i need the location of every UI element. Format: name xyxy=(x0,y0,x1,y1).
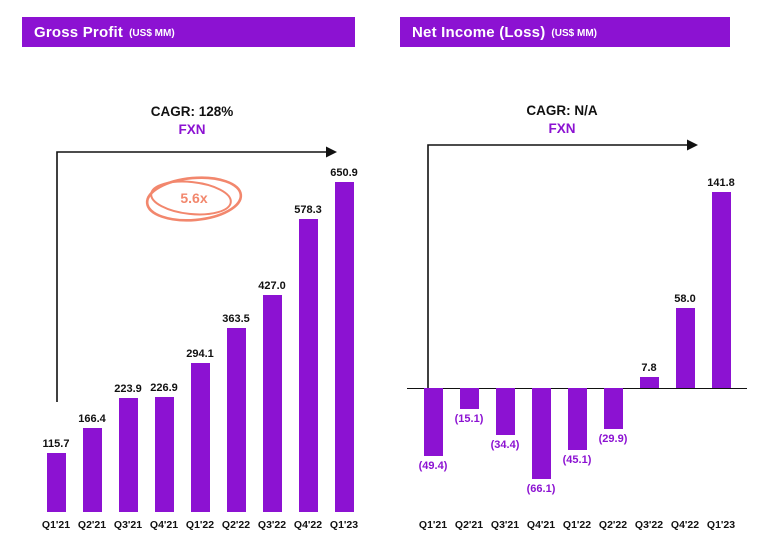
bar xyxy=(118,398,138,512)
net-income-cagr-label: CAGR: N/A xyxy=(526,103,598,118)
x-axis-label: Q1'22 xyxy=(562,519,592,531)
bar xyxy=(262,295,282,512)
gross-profit-fxn-label: FXN xyxy=(178,122,206,137)
bar-value-label: 294.1 xyxy=(186,347,214,360)
bar xyxy=(711,192,731,388)
x-axis-label: Q1'23 xyxy=(706,519,736,531)
bar xyxy=(423,387,443,456)
growth-multiple-annotation: 5.6x xyxy=(180,190,208,206)
bar xyxy=(639,377,659,388)
x-axis-label: Q1'21 xyxy=(418,519,448,531)
net-income-title: Net Income (Loss) xyxy=(412,23,546,41)
x-axis-label: Q2'22 xyxy=(221,519,251,531)
bar-value-label: 226.9 xyxy=(150,381,178,394)
bar xyxy=(334,181,354,512)
gross-profit-chart: 115.7 Q1'21 166.4 Q2'21 223.9 Q3'21 226.9 Q4'21… xyxy=(38,167,362,542)
bar xyxy=(226,327,246,512)
net-income-fxn-label: FXN xyxy=(548,121,576,136)
bar xyxy=(82,427,102,512)
bar-value-label: (29.9) xyxy=(598,433,628,446)
x-axis-label: Q3'21 xyxy=(113,519,143,531)
net-income-panel: Net Income (Loss) (US$ MM) CAGR: N/A FXN… xyxy=(384,0,767,542)
bar xyxy=(459,387,479,409)
x-axis-label: Q1'21 xyxy=(41,519,71,531)
x-axis-label: Q3'22 xyxy=(257,519,287,531)
x-axis-label: Q1'23 xyxy=(329,519,359,531)
gross-profit-header-banner: Gross Profit (US$ MM) xyxy=(22,17,355,47)
x-axis-label: Q4'21 xyxy=(526,519,556,531)
x-axis-label: Q4'21 xyxy=(149,519,179,531)
x-axis-label: Q2'21 xyxy=(77,519,107,531)
bar-value-label: 427.0 xyxy=(258,280,286,293)
bar xyxy=(46,453,66,512)
bar-value-label: 650.9 xyxy=(330,166,358,179)
x-axis-label: Q3'22 xyxy=(634,519,664,531)
bar-value-label: 363.5 xyxy=(222,312,250,325)
gross-profit-unit: (US$ MM) xyxy=(129,27,175,39)
net-income-unit: (US$ MM) xyxy=(551,27,597,39)
bar-value-label: (34.4) xyxy=(490,439,520,452)
x-axis-label: Q3'21 xyxy=(490,519,520,531)
bar-value-label: 166.4 xyxy=(78,412,106,425)
bar-value-label: 58.0 xyxy=(674,292,696,305)
x-axis-label: Q4'22 xyxy=(670,519,700,531)
bar xyxy=(298,218,318,512)
bar xyxy=(531,387,551,479)
x-axis-label: Q2'21 xyxy=(454,519,484,531)
bar-value-label: 115.7 xyxy=(42,438,70,451)
bar xyxy=(154,396,174,512)
bar xyxy=(675,307,695,388)
bar xyxy=(603,387,623,430)
gross-profit-panel: Gross Profit (US$ MM) CAGR: 128% FXN 5.6… xyxy=(22,17,362,542)
bar-value-label: (49.4) xyxy=(418,459,448,472)
bar-value-label: 578.3 xyxy=(294,203,322,216)
bar-value-label: (15.1) xyxy=(454,412,484,425)
gross-profit-title: Gross Profit xyxy=(34,23,124,41)
bar xyxy=(567,387,587,451)
bar xyxy=(495,387,515,436)
bar-value-label: 7.8 xyxy=(641,362,657,375)
bar-value-label: 223.9 xyxy=(114,383,142,396)
x-axis-label: Q1'22 xyxy=(185,519,215,531)
bar-value-label: (45.1) xyxy=(562,454,592,467)
bar-value-label: (66.1) xyxy=(526,483,556,496)
bar xyxy=(190,362,210,512)
x-axis-label: Q4'22 xyxy=(293,519,323,531)
net-income-header-banner: Net Income (Loss) (US$ MM) xyxy=(400,17,730,47)
net-income-chart: (49.4) Q1'21 (15.1) Q2'21 (34.4) Q3'21 (66.1) Q… xyxy=(407,167,747,542)
x-axis-label: Q2'22 xyxy=(598,519,628,531)
gross-profit-cagr-label: CAGR: 128% xyxy=(150,104,234,119)
bar-value-label: 141.8 xyxy=(707,177,735,190)
